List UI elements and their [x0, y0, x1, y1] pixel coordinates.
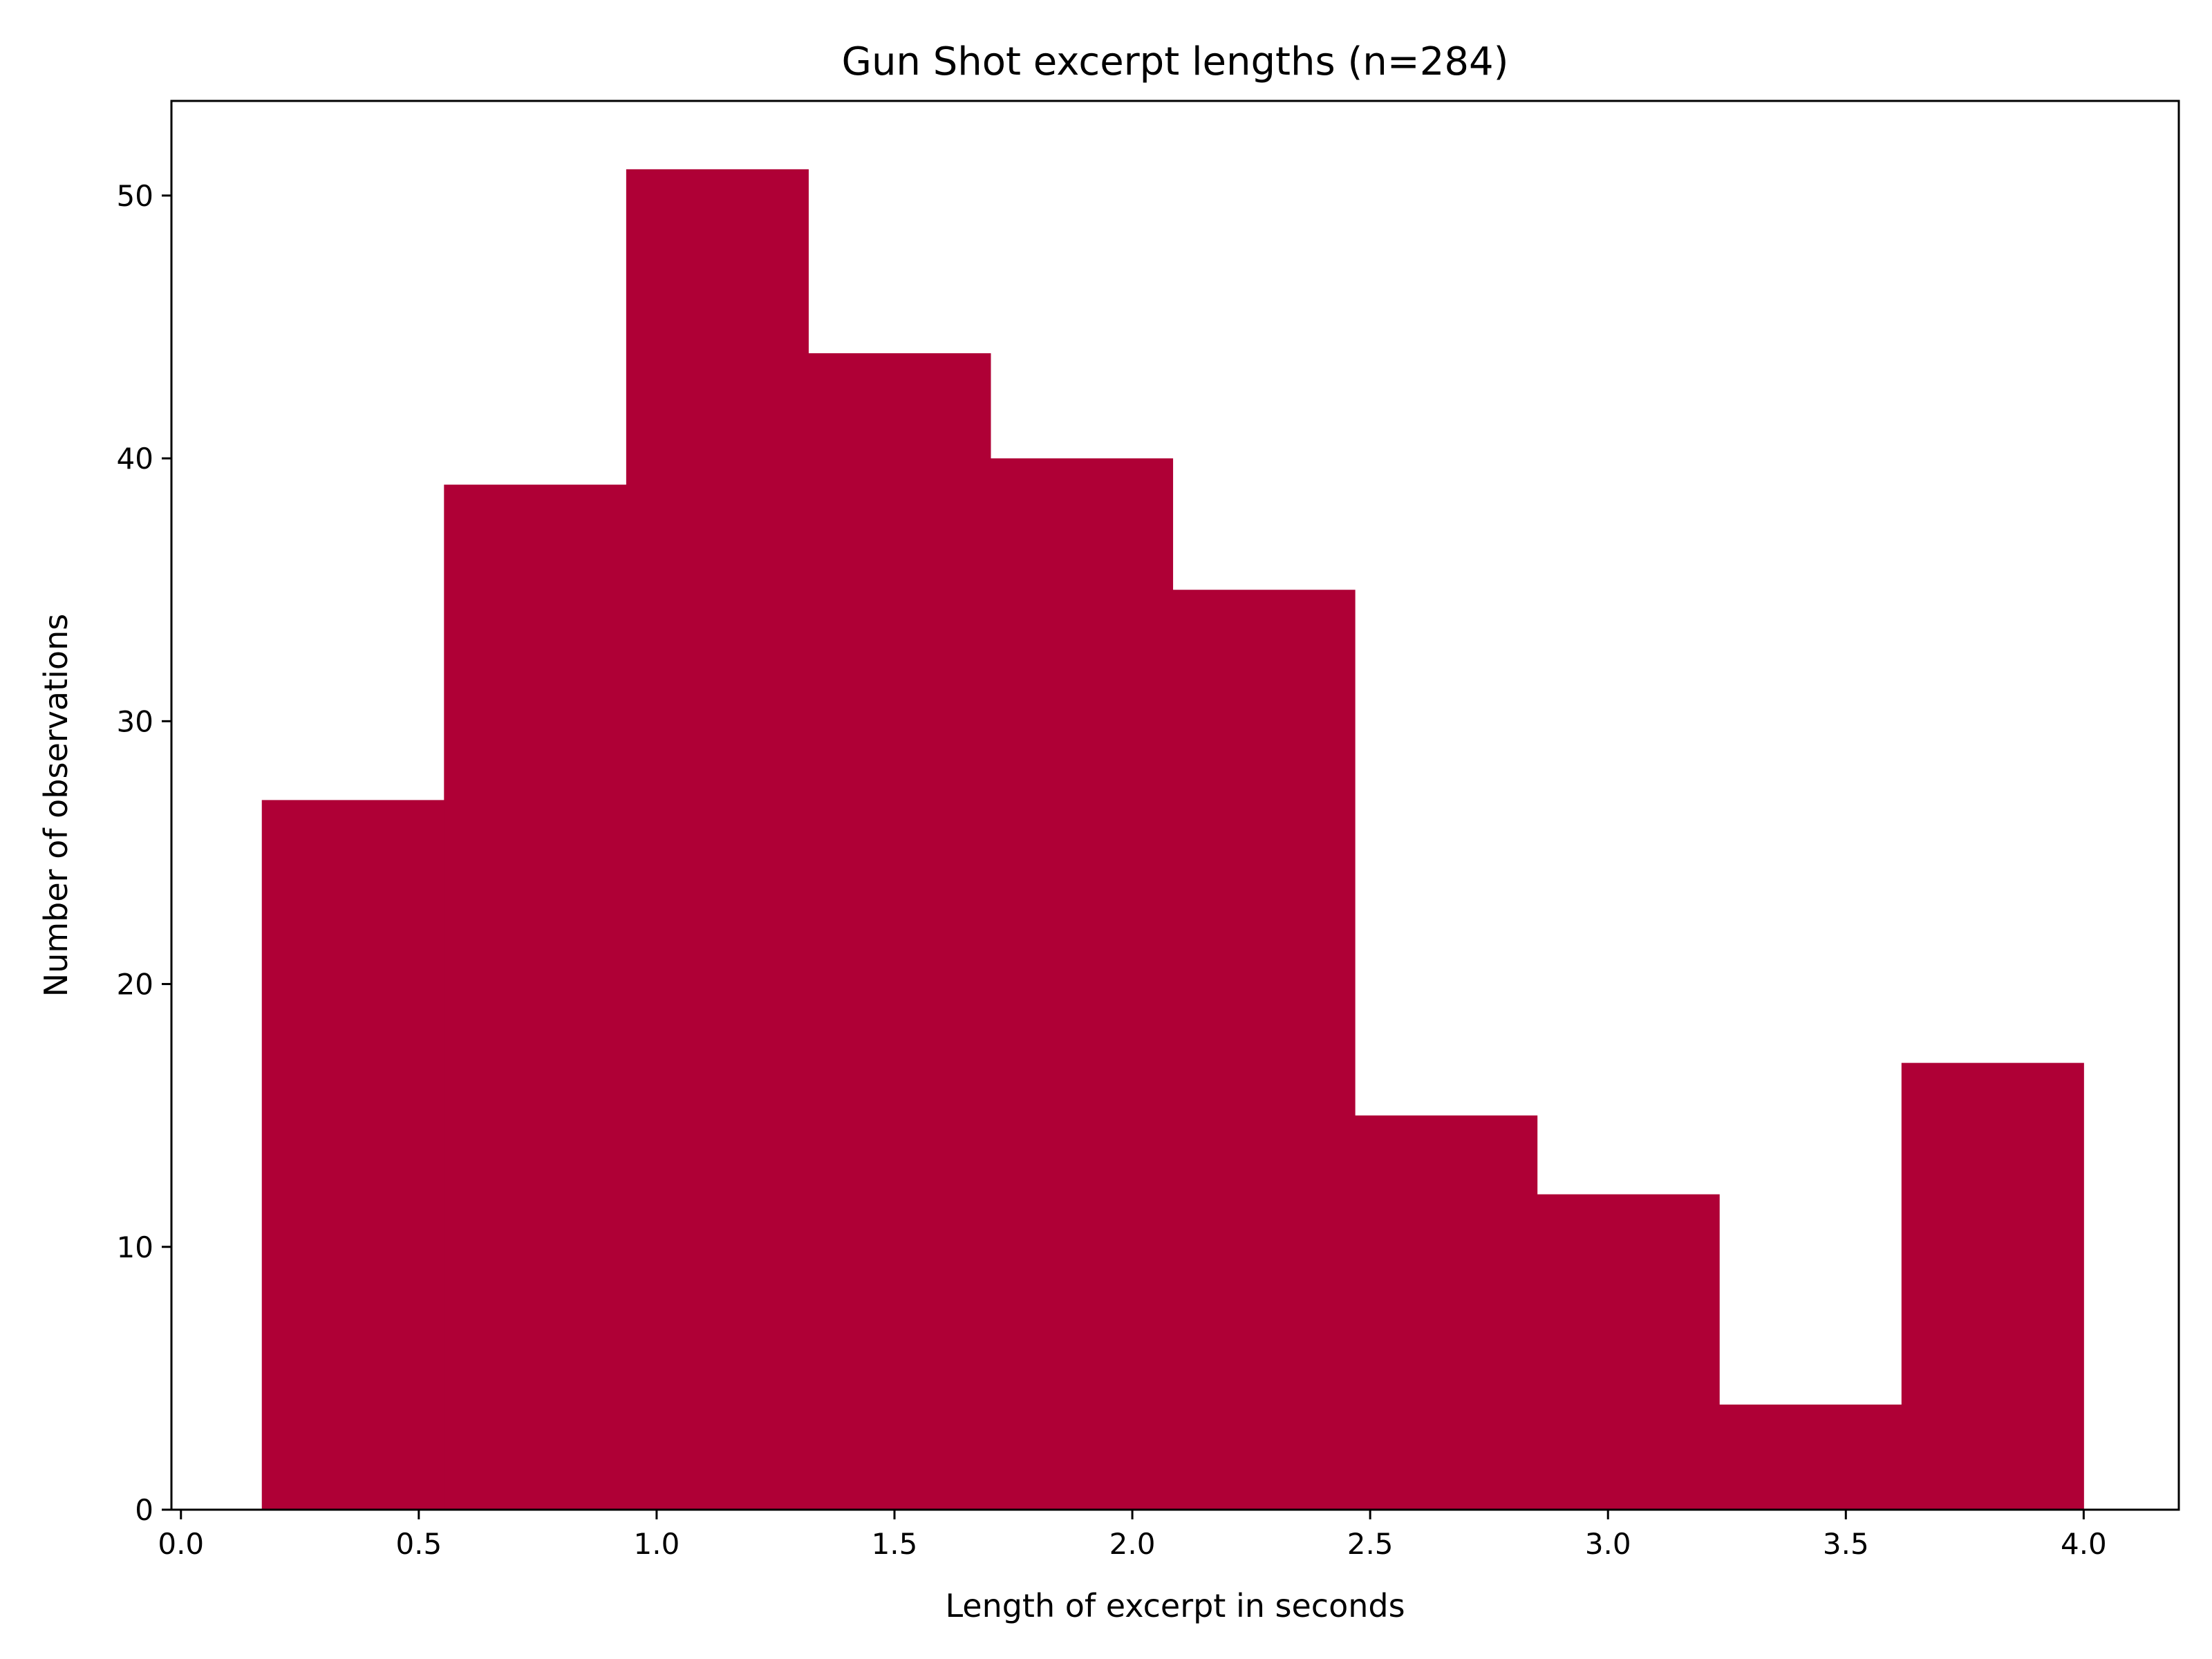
histogram-bar — [808, 353, 991, 1510]
y-tick-label: 0 — [135, 1493, 153, 1527]
plot-frame — [170, 100, 2180, 1511]
x-tick-label: 3.0 — [1585, 1527, 1631, 1561]
y-tick-label: 30 — [117, 704, 153, 738]
histogram-bar — [1719, 1404, 1902, 1510]
x-tick-label: 0.0 — [158, 1527, 204, 1561]
chart-title: Gun Shot excerpt lengths (n=284) — [842, 39, 1509, 84]
x-axis-label: Length of excerpt in seconds — [945, 1587, 1405, 1624]
x-tick-label: 1.0 — [634, 1527, 680, 1561]
y-tick-label: 20 — [117, 968, 153, 1002]
y-axis-ticks: 0 10 20 30 40 50 — [117, 179, 171, 1527]
y-tick-label: 50 — [117, 179, 153, 213]
y-tick-label: 40 — [117, 442, 153, 476]
y-axis-label: Number of observations — [37, 614, 75, 997]
histogram-bar — [261, 800, 444, 1510]
histogram-bar — [626, 169, 809, 1510]
x-tick-label: 4.0 — [2061, 1527, 2107, 1561]
histogram-bar — [1355, 1115, 1538, 1510]
histogram-bar — [1901, 1062, 2084, 1510]
histogram-bar — [1537, 1194, 1720, 1510]
histogram-bar — [1172, 590, 1356, 1510]
histogram-bar — [990, 458, 1174, 1510]
x-tick-label: 1.5 — [872, 1527, 918, 1561]
x-axis-ticks: 0.0 0.5 1.0 1.5 2.0 2.5 3.0 3.5 4.0 — [158, 1510, 2107, 1561]
x-tick-label: 3.5 — [1823, 1527, 1869, 1561]
bars-group — [261, 169, 2084, 1510]
histogram-bar — [444, 485, 627, 1510]
x-tick-label: 2.0 — [1109, 1527, 1156, 1561]
x-tick-label: 2.5 — [1347, 1527, 1394, 1561]
y-tick-label: 10 — [117, 1230, 153, 1264]
x-tick-label: 0.5 — [395, 1527, 442, 1561]
